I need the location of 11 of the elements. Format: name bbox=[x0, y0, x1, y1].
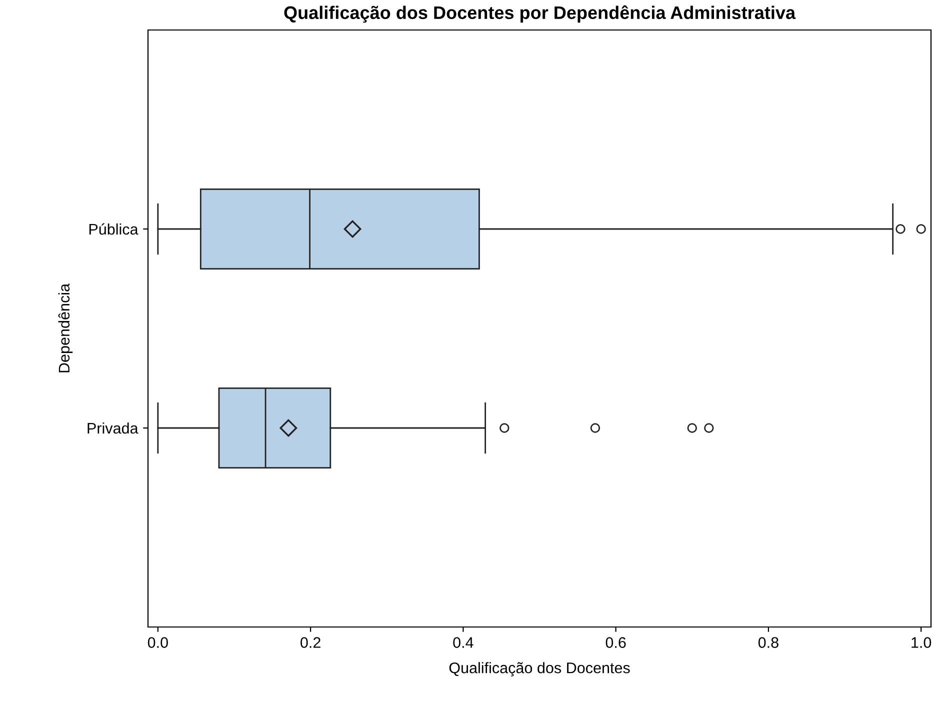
y-tick-label: Pública bbox=[89, 223, 138, 235]
x-tick-label: 0.6 bbox=[606, 637, 626, 648]
y-axis-title: Dependência bbox=[58, 283, 73, 372]
x-tick-label: 1.0 bbox=[912, 637, 932, 648]
x-axis-title: Qualificação dos Docentes bbox=[449, 662, 630, 676]
x-tick-label: 0.0 bbox=[148, 637, 168, 648]
y-tick-label: Privada bbox=[88, 422, 138, 434]
chart-title: Qualificação dos Docentes por Dependência Administrativa bbox=[284, 5, 796, 23]
x-tick-label: 0.8 bbox=[758, 637, 778, 648]
x-tick-label: 0.2 bbox=[300, 637, 320, 648]
x-tick-label: 0.4 bbox=[453, 637, 474, 648]
